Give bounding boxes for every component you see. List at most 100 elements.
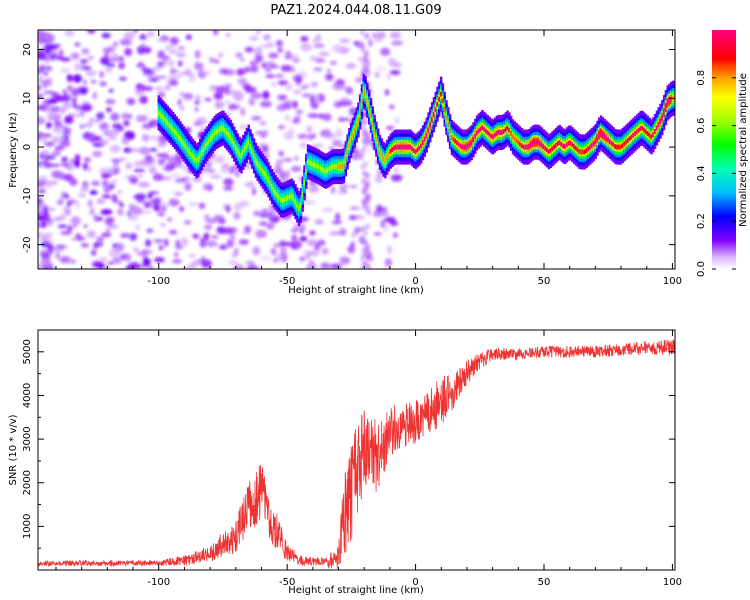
spectrogram-noise-cell [38, 86, 42, 92]
spectrogram-cell [342, 163, 346, 169]
spectrogram-cell [168, 122, 171, 128]
spectrogram-cell [644, 129, 648, 135]
spectrogram-noise-cell [362, 236, 366, 241]
spectrogram-cell [285, 196, 288, 202]
spectrogram-cell [456, 140, 459, 146]
spectrogram-cell [281, 197, 285, 203]
spectrogram-noise-cell [145, 239, 152, 247]
spectrogram-noise-cell [331, 43, 344, 53]
spectrogram-noise-cell [91, 150, 103, 158]
snr-ticks: -100 -50 0 50 100 1000 2000 3000 4000 5000 [22, 330, 682, 588]
spectrogram-cell [447, 122, 450, 128]
spectrogram-cell [492, 134, 495, 140]
spectrogram-noise-cell [52, 217, 63, 221]
spectrogram-noise-cell [170, 79, 179, 86]
spectrogram-noise-cell [74, 106, 85, 110]
spectrogram-noise-cell [299, 142, 308, 149]
spectrogram-noise-cell [226, 205, 231, 213]
spectrogram-noise-cell [339, 38, 351, 43]
spectrogram-noise-cell [105, 98, 116, 105]
spectrogram-noise-cell [137, 174, 144, 179]
colorbar-tick-label: 0.8 [696, 70, 707, 86]
spectrogram-noise-cell [136, 251, 145, 256]
spectrogram-noise-cell [330, 185, 336, 194]
spectrogram-noise-cell [184, 185, 192, 192]
spectrogram-cell [350, 138, 353, 143]
spectrogram-cell [274, 190, 277, 195]
spectrogram-cell [330, 165, 333, 171]
spectrogram-noise-cell [215, 157, 225, 164]
spectrogram-noise-cell [158, 202, 170, 208]
spectrogram-cell [490, 133, 493, 139]
spectrogram-noise-cell [320, 262, 331, 269]
spectrogram-noise-cell [366, 223, 370, 230]
spectrogram-cell [486, 130, 490, 136]
spectrogram-noise-cell [265, 67, 272, 73]
spectrogram-noise-cell [300, 227, 304, 235]
spectrogram-noise-cell [83, 224, 88, 228]
spectrogram-noise-cell [47, 98, 58, 104]
spectrogram-noise-cell [96, 112, 105, 120]
spectrogram-cell [299, 203, 303, 209]
spectrogram-noise-cell [374, 71, 380, 78]
spectrogram-cell [337, 164, 340, 169]
spectrogram-noise-cell [51, 151, 61, 156]
spectrogram-noise-cell [376, 66, 388, 71]
spectrogram-cell [621, 143, 624, 149]
spectrogram-noise-cell [127, 262, 140, 269]
spectrogram-noise-cell [107, 134, 117, 140]
colorbar-ticks: 0.0 0.2 0.4 0.6 0.8 [696, 70, 736, 277]
spectrogram-cell [479, 126, 482, 132]
spectrogram-noise-cell [366, 68, 371, 78]
spectrogram-noise-cell [307, 250, 320, 257]
spectrogram-noise-cell [117, 208, 124, 216]
spectrogram-noise-cell [205, 214, 210, 220]
spectrogram-cell [166, 120, 169, 126]
spectrogram-noise-cell [169, 68, 176, 75]
spectrogram-noise-cell [270, 81, 278, 88]
spectrogram-noise-cell [174, 251, 179, 258]
spectrogram-cell [414, 149, 418, 155]
spectrogram-cell [231, 138, 234, 144]
spectrogram-cell [229, 134, 232, 140]
spectrogram-noise-cell [121, 136, 130, 145]
spectrogram-cell [225, 130, 229, 136]
spectrogram-noise-cell [43, 205, 48, 215]
spectrogram-noise-cell [375, 174, 383, 183]
spectrogram-noise-cell [291, 234, 298, 242]
figure-title: PAZ1.2024.044.08.11.G09 [270, 3, 441, 18]
spectrogram-cell [236, 148, 240, 154]
spectrogram-cell [547, 149, 551, 155]
spectrogram-noise-cell [57, 224, 68, 229]
spectrogram-noise-cell [389, 104, 395, 110]
spectrogram-noise-cell [276, 158, 284, 165]
spectrogram-cell [173, 129, 177, 135]
spectrogram-noise-cell [44, 141, 55, 147]
spectrogram-cell [587, 146, 590, 152]
spectrogram-cell [616, 144, 619, 150]
spectrogram-noise-cell [309, 259, 315, 264]
spectrogram-noise-cell [177, 60, 183, 67]
spectrogram-cell [598, 132, 601, 138]
spectrogram-noise-cell [133, 248, 138, 252]
spectrogram-cell [393, 145, 396, 151]
spectrogram-cell [441, 98, 445, 104]
spectrogram-cell [172, 127, 175, 132]
spectrogram-noise-cell [153, 239, 165, 244]
spectrogram-noise-cell [249, 60, 259, 67]
snr-series-line [38, 339, 675, 569]
spectrogram-cell [366, 97, 369, 103]
spectrogram-noise-cell [130, 148, 141, 153]
spectrogram-cell [398, 144, 401, 150]
spectrogram-noise-cell [88, 56, 94, 60]
spectrogram-noise-cell [392, 232, 398, 238]
spectrogram-noise-cell [389, 70, 401, 75]
spectrogram-noise-cell [274, 74, 285, 78]
spectrogram-noise-cell [90, 80, 97, 84]
spectrogram-noise-cell [240, 107, 246, 116]
colorbar-tick-label: 0.6 [696, 118, 707, 134]
spectrogram-cell [497, 130, 500, 135]
spectrogram-noise-cell [168, 50, 180, 55]
spectrogram-ytick-label: 10 [22, 92, 33, 105]
spectrogram-noise-cell [228, 103, 237, 111]
